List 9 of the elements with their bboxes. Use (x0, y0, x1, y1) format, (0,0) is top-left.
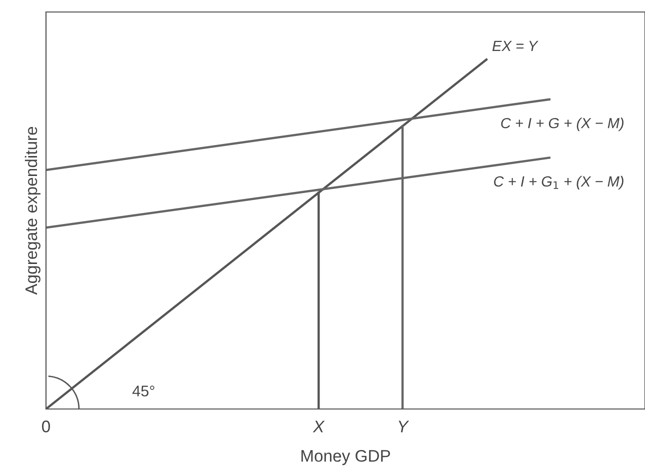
series-label: C + I + G$_{1}$ + (X − M) (494, 176, 624, 190)
x-tick-label: Y (398, 420, 410, 432)
annotation: 45° (132, 386, 154, 396)
series-label: EX = Y (492, 40, 538, 51)
x-tick-label: 0 (42, 420, 50, 432)
x-tick-label: X (312, 420, 325, 432)
y-axis-title: Aggregate expenditure (24, 126, 40, 295)
x-axis-title: Money GDP (301, 450, 390, 466)
series-label: C + I + G + (X − M) (501, 118, 624, 132)
